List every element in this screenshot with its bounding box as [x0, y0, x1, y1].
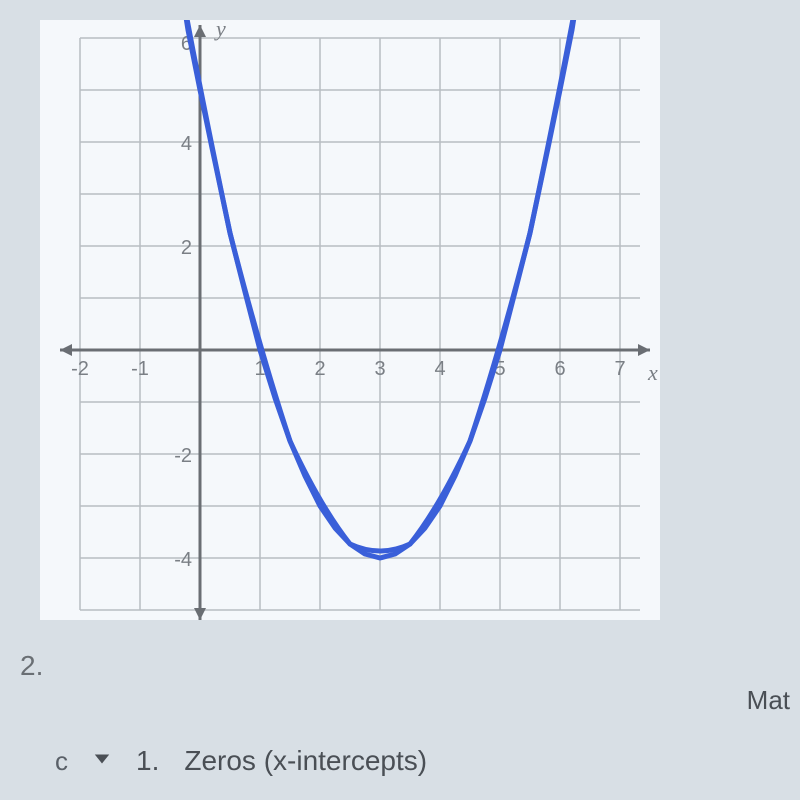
x-tick-7: 7 [614, 358, 625, 380]
y-axis-label: y [214, 20, 226, 41]
x-axis-label: x [647, 360, 658, 385]
graph-panel: -2 -1 1 2 3 4 5 6 7 2 4 6 -2 -4 y x [40, 20, 660, 620]
x-tick-6: 6 [554, 358, 565, 380]
answer-letter: c [55, 746, 68, 777]
parabola-chart: -2 -1 1 2 3 4 5 6 7 2 4 6 -2 -4 y x [40, 20, 660, 620]
answer-item-number: 1. [136, 745, 159, 777]
x-tick-neg2: -2 [71, 358, 89, 380]
partial-text-mat: Mat [747, 685, 790, 716]
answer-row: c 1. Zeros (x-intercepts) [55, 745, 427, 777]
chart-bg [40, 20, 660, 620]
screenshot-container: -2 -1 1 2 3 4 5 6 7 2 4 6 -2 -4 y x [0, 0, 800, 800]
y-tick-4: 4 [181, 133, 192, 155]
chevron-down-icon[interactable] [93, 752, 111, 771]
x-tick-4: 4 [434, 358, 445, 380]
x-tick-neg1: -1 [131, 358, 149, 380]
y-tick-2: 2 [181, 237, 192, 259]
question-number: 2. [20, 650, 43, 682]
y-tick-neg2: -2 [174, 445, 192, 467]
x-tick-2: 2 [314, 358, 325, 380]
y-tick-neg4: -4 [174, 549, 192, 571]
answer-item-text: Zeros (x-intercepts) [184, 745, 427, 777]
x-tick-3: 3 [374, 358, 385, 380]
